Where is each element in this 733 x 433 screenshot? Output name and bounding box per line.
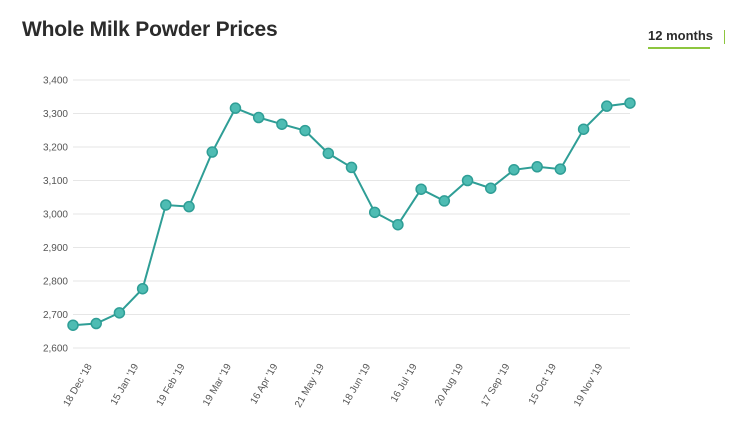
y-tick-label: 2,600 xyxy=(43,344,68,355)
data-point[interactable] xyxy=(252,111,265,124)
data-point[interactable] xyxy=(485,182,497,194)
data-point[interactable] xyxy=(113,307,126,319)
x-tick-label: 19 Nov '19 xyxy=(572,362,605,409)
range-tab-divider xyxy=(724,30,725,44)
x-tick-label: 16 Apr '19 xyxy=(249,362,281,407)
y-axis-ticks: 2,600 2,700 2,800 2,900 3,000 3,100 3,200 3,300… xyxy=(43,76,68,355)
data-point[interactable] xyxy=(276,118,288,130)
x-tick-label: 21 May '19 xyxy=(293,362,327,410)
data-point[interactable] xyxy=(368,206,381,219)
x-axis-ticks: 18 Dec '18 15 Jan '19 19 Feb '19 19 Mar '19… xyxy=(62,362,606,410)
data-point[interactable] xyxy=(392,218,404,231)
data-point[interactable] xyxy=(322,147,335,160)
data-point[interactable] xyxy=(206,146,218,158)
data-point[interactable] xyxy=(461,174,474,187)
x-tick-label: 15 Oct '19 xyxy=(527,362,559,407)
y-tick-label: 3,200 xyxy=(43,143,68,154)
range-tab-active-underline xyxy=(648,47,710,49)
data-point[interactable] xyxy=(531,161,543,173)
y-tick-label: 3,100 xyxy=(43,176,68,187)
x-tick-label: 20 Aug '19 xyxy=(433,362,466,409)
data-point[interactable] xyxy=(438,195,451,207)
range-tab-12-months[interactable]: 12 months xyxy=(648,28,714,43)
y-tick-label: 2,700 xyxy=(43,310,68,321)
data-point[interactable] xyxy=(554,163,567,175)
data-point[interactable] xyxy=(183,200,195,213)
data-point[interactable] xyxy=(415,183,427,195)
x-tick-label: 18 Jun '19 xyxy=(341,362,374,408)
x-tick-label: 16 Jul '19 xyxy=(389,362,420,405)
page-title: Whole Milk Powder Prices xyxy=(22,18,278,41)
data-point[interactable] xyxy=(136,282,149,295)
chart-gridlines xyxy=(73,79,630,349)
y-tick-label: 2,800 xyxy=(43,277,68,288)
data-point[interactable] xyxy=(577,123,590,135)
data-point[interactable] xyxy=(601,100,613,112)
data-point[interactable] xyxy=(624,97,636,109)
x-tick-label: 15 Jan '19 xyxy=(109,362,142,408)
y-tick-label: 3,400 xyxy=(43,76,68,87)
y-tick-label: 2,900 xyxy=(43,243,68,254)
x-tick-label: 18 Dec '18 xyxy=(62,362,95,409)
x-tick-label: 17 Sep '19 xyxy=(479,362,512,409)
data-point[interactable] xyxy=(345,161,358,174)
data-point[interactable] xyxy=(67,319,79,331)
x-tick-label: 19 Feb '19 xyxy=(155,362,188,409)
data-point[interactable] xyxy=(229,102,242,114)
data-point[interactable] xyxy=(160,199,172,211)
x-tick-label: 19 Mar '19 xyxy=(201,362,234,409)
price-series xyxy=(67,97,636,331)
data-point[interactable] xyxy=(90,317,102,330)
y-tick-label: 3,000 xyxy=(43,210,68,221)
data-point[interactable] xyxy=(299,124,311,137)
data-point[interactable] xyxy=(508,164,520,176)
y-tick-label: 3,300 xyxy=(43,109,68,120)
